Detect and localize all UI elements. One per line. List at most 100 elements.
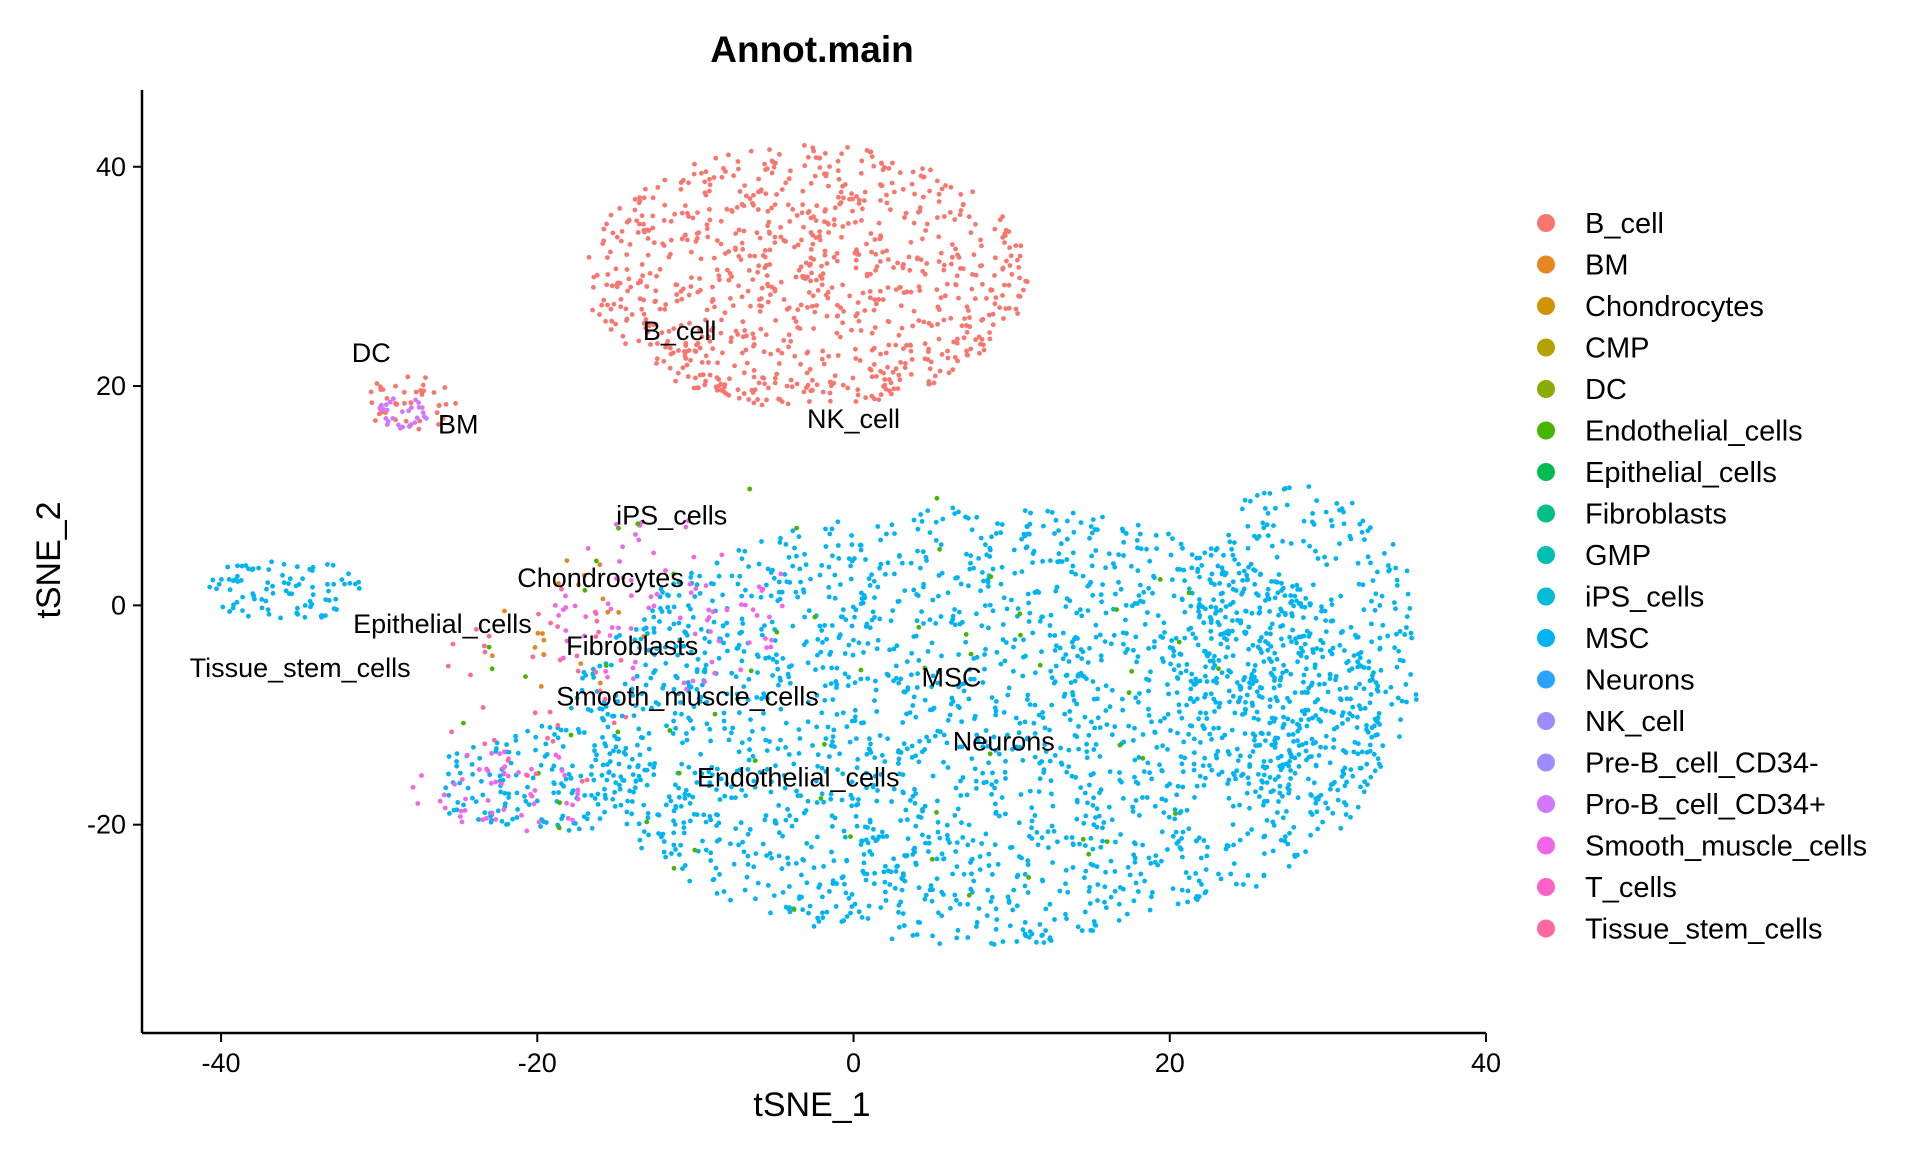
data-point: [735, 159, 741, 164]
data-point: [902, 853, 907, 858]
data-point: [942, 214, 947, 219]
data-point: [581, 669, 587, 675]
data-point: [964, 348, 969, 354]
data-point: [687, 581, 693, 587]
data-point: [915, 671, 920, 676]
data-point: [708, 858, 714, 863]
data-point: [847, 293, 853, 299]
data-point: [769, 170, 775, 176]
data-point: [1257, 638, 1263, 644]
data-point: [803, 562, 809, 568]
data-point: [831, 727, 837, 733]
data-point: [1205, 653, 1210, 659]
data-point: [1090, 803, 1096, 808]
data-point: [1010, 907, 1016, 913]
data-point: [1404, 614, 1410, 619]
data-point: [594, 272, 600, 278]
data-point: [1260, 731, 1265, 737]
data-point: [1005, 692, 1011, 698]
data-point: [1191, 736, 1197, 742]
data-point: [506, 795, 511, 800]
data-point: [570, 802, 575, 808]
legend-key: [1537, 629, 1555, 647]
data-point: [326, 588, 331, 594]
data-point: [603, 663, 609, 668]
data-point: [575, 787, 581, 793]
data-point: [899, 560, 905, 566]
data-point: [905, 685, 911, 691]
data-point: [950, 242, 955, 247]
data-point: [1284, 668, 1289, 674]
data-point: [682, 349, 687, 354]
data-point: [563, 727, 569, 733]
data-point: [501, 770, 507, 776]
data-point: [692, 348, 698, 354]
data-point: [525, 773, 530, 778]
data-point: [1050, 803, 1056, 809]
data-point: [974, 611, 979, 617]
data-point: [1136, 699, 1141, 705]
data-point: [1198, 855, 1204, 861]
data-point: [1217, 700, 1223, 706]
data-point: [1261, 872, 1267, 878]
data-point: [749, 387, 755, 393]
data-point: [877, 236, 883, 242]
data-point: [794, 788, 799, 794]
data-point: [1275, 810, 1280, 815]
data-point: [778, 571, 784, 577]
data-point: [613, 693, 619, 698]
data-point: [820, 271, 826, 277]
data-point: [754, 230, 760, 236]
data-point: [966, 308, 971, 313]
data-point: [884, 192, 889, 198]
data-point: [1272, 745, 1278, 750]
data-point: [1323, 629, 1329, 634]
data-point: [678, 842, 684, 848]
data-point: [864, 241, 869, 247]
data-point: [491, 737, 497, 743]
data-point: [636, 821, 642, 827]
data-point: [607, 633, 613, 638]
data-point: [594, 618, 600, 624]
data-point: [674, 675, 680, 681]
data-point: [929, 856, 935, 862]
data-point: [862, 189, 868, 195]
data-point: [1186, 590, 1192, 596]
data-point: [1261, 490, 1267, 496]
data-point: [1353, 685, 1359, 691]
data-point: [884, 248, 890, 254]
data-point: [1052, 917, 1057, 922]
data-point: [1011, 644, 1016, 650]
data-point: [890, 369, 896, 375]
data-point: [1093, 548, 1099, 553]
data-point: [784, 383, 790, 389]
data-point: [729, 784, 734, 790]
data-point: [917, 738, 922, 744]
data-point: [714, 891, 720, 896]
data-point: [737, 710, 742, 716]
data-point: [681, 830, 687, 836]
data-point: [854, 765, 860, 771]
data-point: [937, 835, 943, 841]
data-point: [826, 564, 832, 570]
data-point: [259, 605, 265, 611]
data-point: [1000, 266, 1005, 272]
data-point: [1108, 858, 1114, 864]
data-point: [1288, 671, 1294, 677]
data-point: [736, 227, 742, 233]
data-point: [1267, 774, 1273, 780]
data-point: [287, 576, 293, 582]
data-point: [835, 519, 841, 525]
data-point: [623, 306, 629, 312]
data-point: [1084, 749, 1090, 754]
data-point: [729, 730, 734, 736]
data-point: [1354, 725, 1360, 730]
data-point: [858, 676, 864, 682]
data-point: [1084, 676, 1089, 682]
data-point: [926, 381, 932, 387]
data-point: [830, 734, 836, 739]
data-point: [646, 228, 652, 233]
data-point: [1047, 632, 1053, 638]
data-point: [446, 754, 452, 759]
data-point: [842, 651, 848, 656]
